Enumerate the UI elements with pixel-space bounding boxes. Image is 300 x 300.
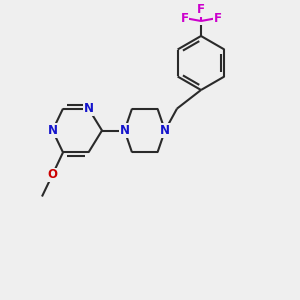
Text: N: N (160, 124, 170, 137)
Text: N: N (119, 124, 130, 137)
Text: O: O (47, 168, 58, 181)
Text: F: F (181, 11, 188, 25)
Text: F: F (214, 11, 221, 25)
Text: N: N (83, 102, 94, 115)
Text: N: N (47, 124, 58, 137)
Text: F: F (197, 3, 205, 16)
